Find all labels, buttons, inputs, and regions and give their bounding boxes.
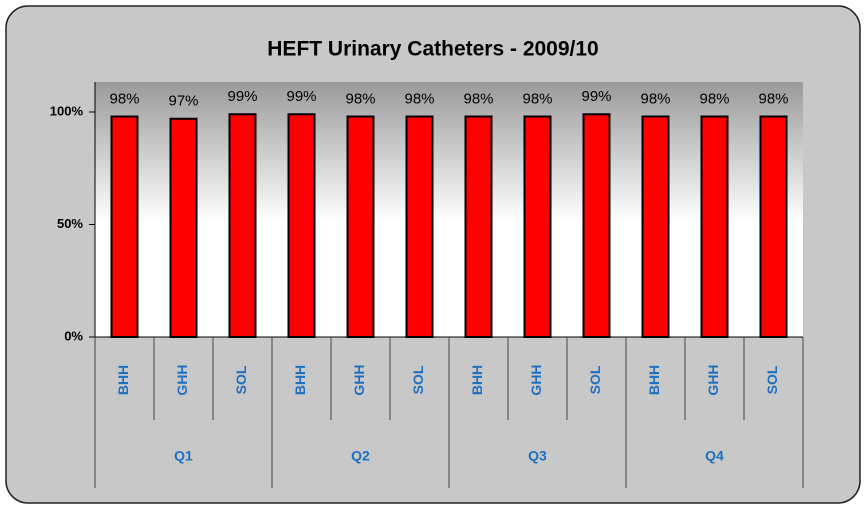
bar — [700, 115, 729, 338]
x-tick-label: SOL — [587, 365, 603, 394]
x-tick-label: GHH — [528, 364, 544, 395]
value-label: 98% — [758, 90, 788, 107]
bar — [464, 115, 493, 338]
bar — [110, 115, 139, 338]
value-label: 98% — [404, 90, 434, 107]
chart-title: HEFT Urinary Catheters - 2009/10 — [267, 38, 598, 61]
value-label: 99% — [286, 88, 316, 105]
x-tick-label: SOL — [764, 365, 780, 394]
y-tick-label: 100% — [50, 103, 84, 118]
x-tick-label: SOL — [410, 365, 426, 394]
group-label: Q4 — [705, 448, 724, 464]
value-label: 98% — [522, 90, 552, 107]
x-tick-label: SOL — [233, 365, 249, 394]
group-label: Q1 — [174, 448, 193, 464]
group-label: Q3 — [528, 448, 547, 464]
y-tick-label: 50% — [57, 216, 83, 231]
value-label: 98% — [463, 90, 493, 107]
x-tick-label: GHH — [351, 364, 367, 395]
x-tick-label: GHH — [174, 364, 190, 395]
value-label: 99% — [581, 88, 611, 105]
plot-area — [95, 82, 803, 337]
x-tick-label: BHH — [115, 365, 131, 395]
value-label: 98% — [345, 90, 375, 107]
bar — [228, 113, 257, 338]
bar — [582, 113, 611, 338]
bar — [405, 115, 434, 338]
value-label: 98% — [699, 90, 729, 107]
value-label: 99% — [227, 88, 257, 105]
y-tick-label: 0% — [64, 328, 83, 343]
bar — [641, 115, 670, 338]
group-label: Q2 — [351, 448, 370, 464]
bar — [759, 115, 788, 338]
value-label: 97% — [168, 93, 198, 110]
x-tick-label: BHH — [292, 365, 308, 395]
bar — [346, 115, 375, 338]
x-tick-label: GHH — [705, 364, 721, 395]
x-tick-label: BHH — [469, 365, 485, 395]
x-tick-label: BHH — [646, 365, 662, 395]
bar — [287, 113, 316, 338]
bar — [169, 117, 198, 338]
value-label: 98% — [109, 90, 139, 107]
value-label: 98% — [640, 90, 670, 107]
bar — [523, 115, 552, 338]
